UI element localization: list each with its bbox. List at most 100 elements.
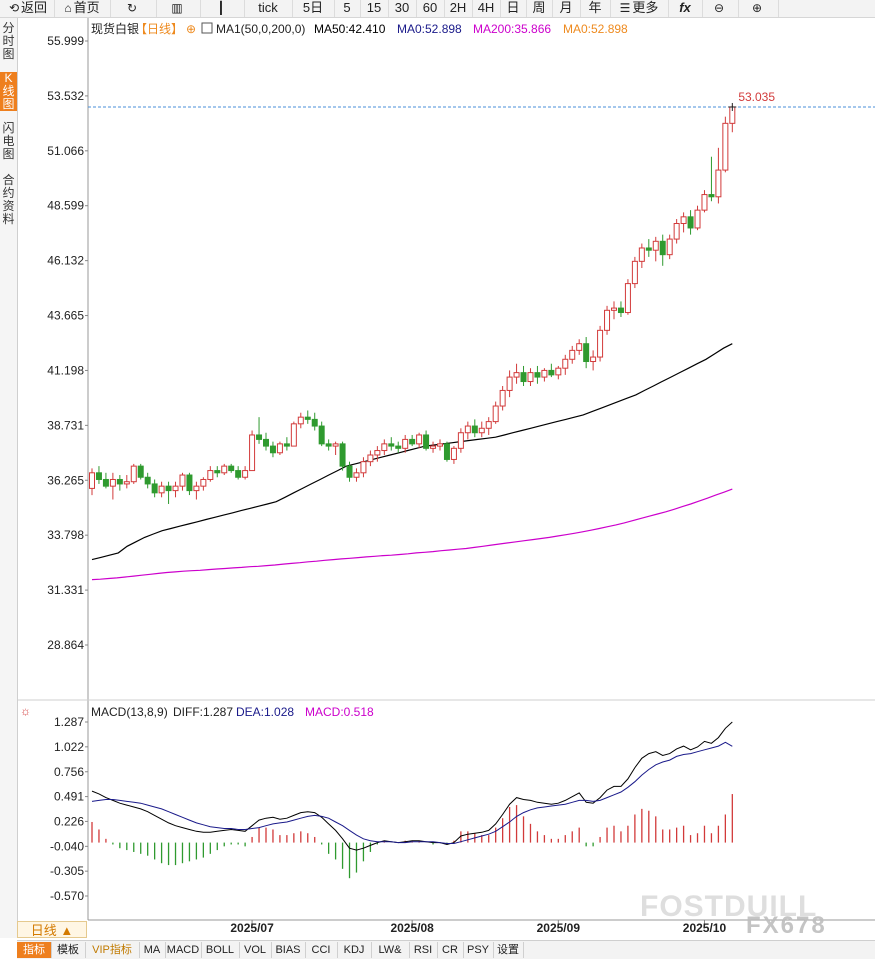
period-周-button[interactable]: 周 <box>526 0 553 17</box>
macd-tick-label: 0.491 <box>54 790 84 804</box>
price-tick-label: 41.198 <box>47 363 84 377</box>
period-60-button[interactable]: 60 <box>416 0 445 17</box>
candle-body <box>617 307 624 314</box>
candle-body <box>151 483 158 494</box>
candle-body <box>102 478 109 487</box>
indicator-tab-设置[interactable]: 设置 <box>493 942 524 958</box>
macd-tick-label: 0.226 <box>54 814 84 828</box>
candle-body <box>193 485 200 492</box>
candle-body <box>548 369 555 376</box>
date-tick-label: 2025/07 <box>230 921 274 935</box>
candle-body <box>430 445 437 449</box>
candle-button[interactable]: ┃ <box>200 0 245 17</box>
period-5-button[interactable]: 5 <box>334 0 361 17</box>
candle-body <box>207 470 214 480</box>
candle-body <box>687 216 694 229</box>
macd-diff: DIFF:1.287 <box>173 705 233 719</box>
candle-body <box>499 389 506 407</box>
indicator-tab-lw&[interactable]: LW& <box>371 942 410 958</box>
date-tick-label: 2025/09 <box>537 921 581 935</box>
candle-body <box>402 438 409 449</box>
candle-body <box>116 478 123 485</box>
date-tick-label: 2025/10 <box>683 921 727 935</box>
menu-button[interactable]: ☰ 更多 <box>610 0 669 17</box>
candle-body <box>701 194 708 211</box>
ma50-value: MA50:42.410 <box>314 22 386 36</box>
indicator-tab-vol[interactable]: VOL <box>239 942 272 958</box>
indicator-tab-cci[interactable]: CCI <box>305 942 338 958</box>
candlesticks <box>89 105 736 504</box>
bar-chart-button[interactable]: ▥ <box>156 0 201 17</box>
candle-body <box>457 432 464 449</box>
candle-body <box>652 240 659 251</box>
indicator-tab-boll[interactable]: BOLL <box>201 942 240 958</box>
indicator-tab-macd[interactable]: MACD <box>165 942 202 958</box>
back-arrow-button[interactable]: ⟲ 返回 <box>2 0 55 17</box>
candle-body <box>604 309 611 331</box>
price-tick-label: 55.999 <box>47 34 84 48</box>
price-legend: 现货白银 【日线】 ⊕ MA1(50,0,200,0) MA50:42.410 … <box>91 21 628 36</box>
candle-body <box>242 470 249 478</box>
candle-body <box>590 356 597 363</box>
indicator-tab-bias[interactable]: BIAS <box>271 942 306 958</box>
candle-body <box>583 343 590 363</box>
toolbar-label: 30 <box>394 0 410 15</box>
candle-body <box>172 485 179 492</box>
candle-icon: ┃ <box>217 1 225 15</box>
toolbar-label: 返回 <box>21 0 48 15</box>
indicator-tab-psy[interactable]: PSY <box>463 942 494 958</box>
toolbar-label: 首页 <box>73 0 100 15</box>
candle-body <box>346 465 353 478</box>
indicator-tab-cr[interactable]: CR <box>437 942 464 958</box>
period-日-button[interactable]: 日 <box>500 0 527 17</box>
left-tab-3[interactable]: 合约资料 <box>2 173 15 226</box>
period-2H-button[interactable]: 2H <box>444 0 473 17</box>
zoom-out-icon: ⊖ <box>713 1 725 15</box>
function-button[interactable]: fx <box>668 0 703 17</box>
candle-body <box>638 247 645 262</box>
candle-body <box>109 478 116 487</box>
candle-body <box>492 405 499 423</box>
left-tab-2[interactable]: 闪电图 <box>2 121 15 161</box>
period-tick-button[interactable]: tick <box>244 0 293 17</box>
period-15-button[interactable]: 15 <box>360 0 389 17</box>
candle-body <box>325 443 332 447</box>
candle-body <box>534 372 541 378</box>
period-月-button[interactable]: 月 <box>552 0 581 17</box>
period-selector-button[interactable]: 日线 ▲ <box>17 921 87 938</box>
candle-body <box>137 465 144 478</box>
indicator-tab-指标[interactable]: 指标 <box>17 942 52 958</box>
instrument-name: 现货白银 <box>91 21 139 36</box>
zoom-in-button[interactable]: ⊕ <box>738 0 779 17</box>
candle-body <box>89 472 95 489</box>
period-4H-button[interactable]: 4H <box>472 0 501 17</box>
indicator-tab-模板[interactable]: 模板 <box>51 942 86 958</box>
left-tab-0[interactable]: 分时图 <box>2 21 15 61</box>
candle-body <box>485 421 492 429</box>
candle-body <box>576 343 583 351</box>
refresh-button[interactable]: ↻ <box>110 0 157 17</box>
candle-body <box>214 470 221 474</box>
indicator-tab-kdj[interactable]: KDJ <box>337 942 372 958</box>
indicator-tab-rsi[interactable]: RSI <box>409 942 438 958</box>
indicator-tab-ma[interactable]: MA <box>139 942 166 958</box>
toolbar-label: 日 <box>506 0 520 15</box>
macd-settings-icon: ☼ <box>20 704 31 718</box>
toolbar-label: tick <box>258 0 278 15</box>
macd-diff-line <box>91 721 733 851</box>
zoom-out-button[interactable]: ⊖ <box>702 0 739 17</box>
indicator-tab-vip指标[interactable]: VIP指标 <box>85 942 140 958</box>
candle-body <box>158 485 165 494</box>
home-button[interactable]: ⌂ 首页 <box>54 0 111 17</box>
left-tab-1[interactable]: K线图 <box>0 72 17 111</box>
period-年-button[interactable]: 年 <box>580 0 611 17</box>
settings-icon: ⊕ <box>186 22 196 36</box>
candle-body <box>318 425 325 445</box>
period-30-button[interactable]: 30 <box>388 0 417 17</box>
toolbar-label: 5日 <box>302 0 324 15</box>
price-tick-label: 53.532 <box>47 89 84 103</box>
candle-body <box>388 443 395 447</box>
candle-body <box>624 283 631 314</box>
period-5日-button[interactable]: 5日 <box>292 0 335 17</box>
